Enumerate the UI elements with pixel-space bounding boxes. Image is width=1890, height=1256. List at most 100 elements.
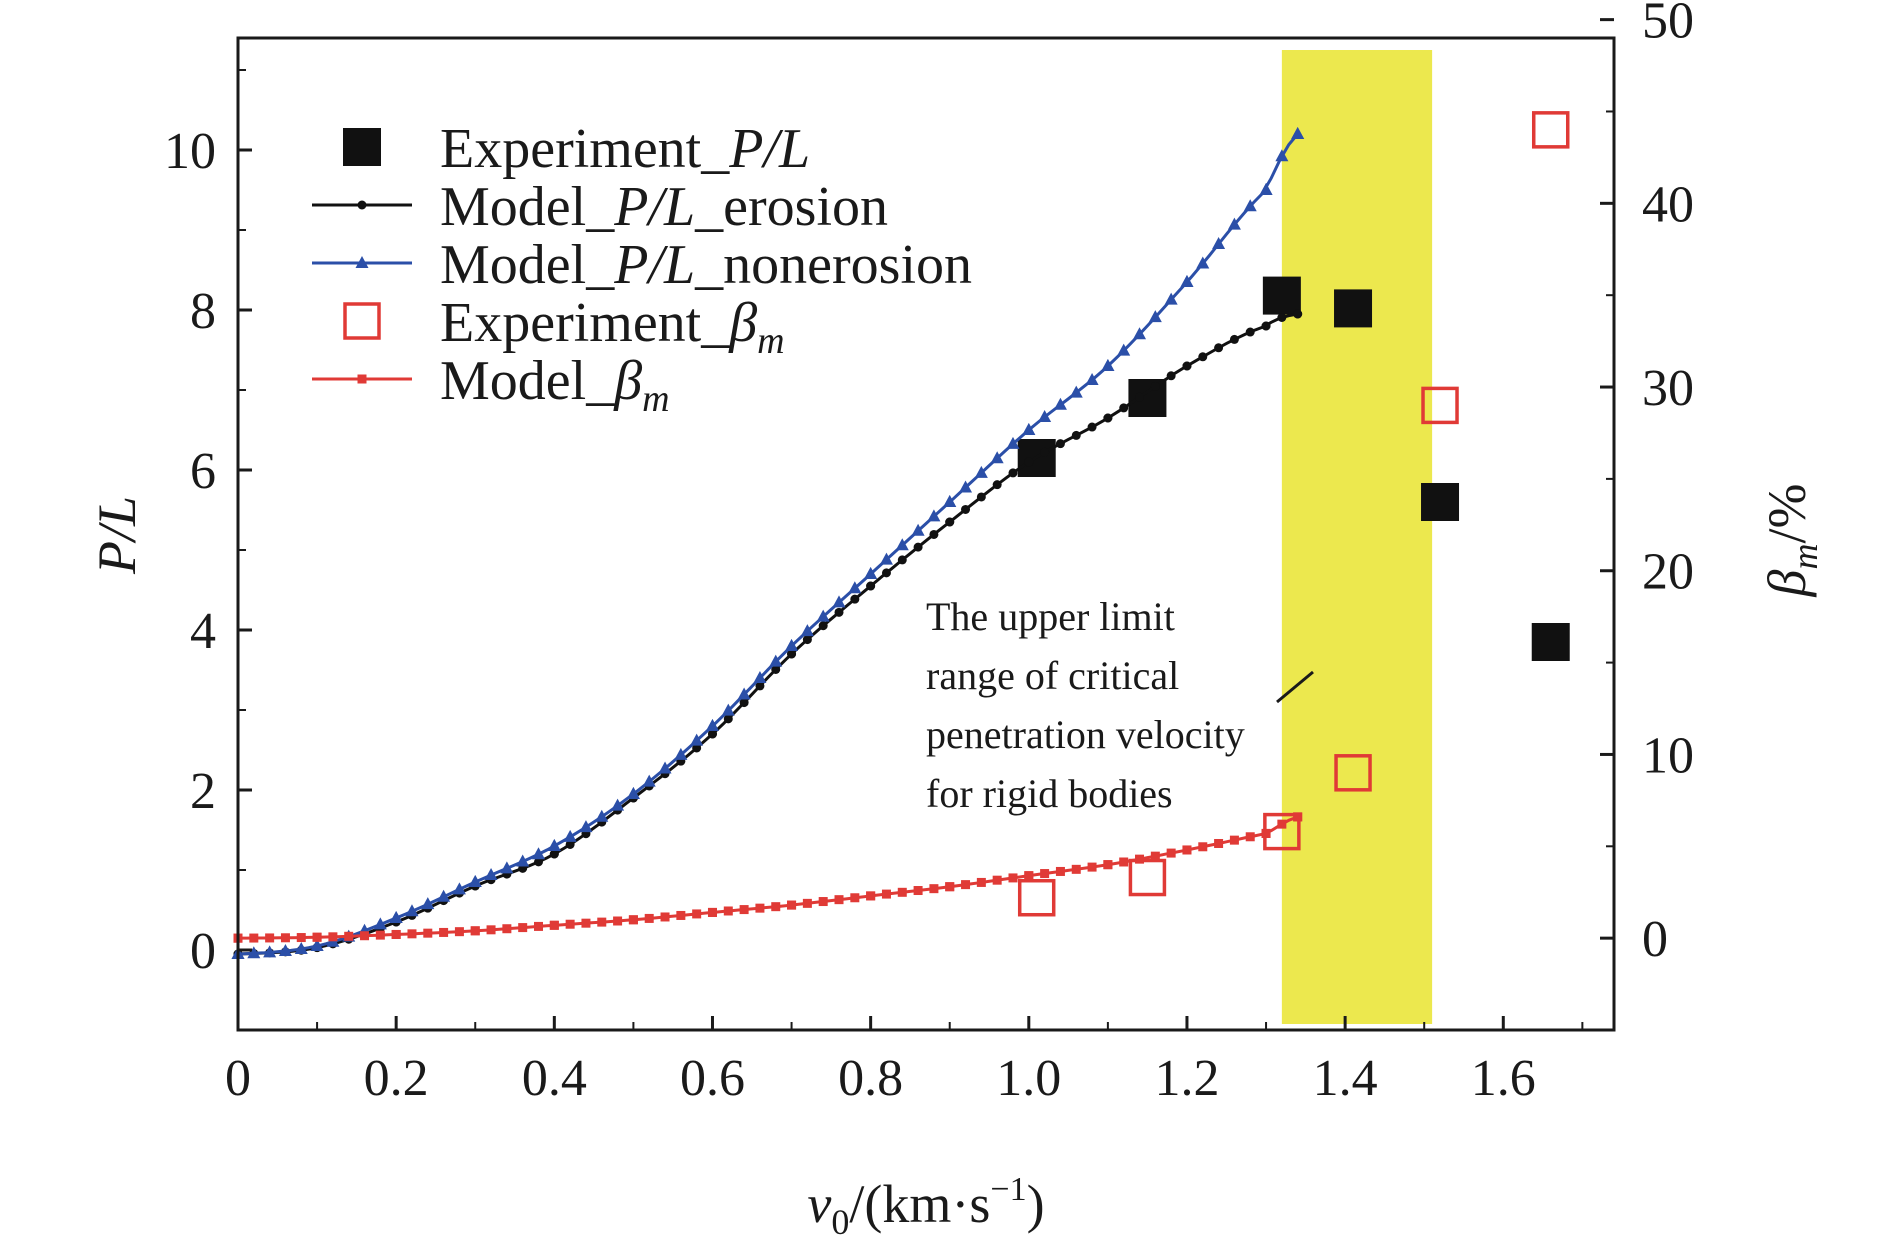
data-point (1229, 835, 1239, 845)
data-point (739, 905, 749, 915)
data-point (1038, 410, 1052, 423)
critical-velocity-band (1281, 50, 1433, 1024)
data-point (1103, 860, 1113, 870)
legend-label: Model_P/L_erosion (440, 176, 888, 238)
data-point (1275, 149, 1289, 162)
data-point (328, 932, 338, 942)
legend-label: Model_P/L_nonerosion (440, 234, 972, 296)
data-point (312, 932, 322, 942)
y-left-tick-label: 2 (190, 763, 216, 820)
y-right-tick-label: 40 (1642, 176, 1694, 233)
y-left-tick-label: 0 (190, 923, 216, 980)
data-point (692, 743, 702, 753)
data-point (1277, 819, 1287, 829)
data-point (249, 933, 259, 943)
legend-marker (357, 374, 367, 384)
legend-entry: Experiment_P/L (343, 118, 810, 180)
data-point (344, 931, 354, 941)
data-point (785, 639, 799, 651)
legend: Experiment_P/LModel_P/L_erosionModel_P/L… (312, 118, 972, 420)
data-point (818, 897, 828, 907)
data-point (1071, 864, 1081, 874)
x-tick-label: 1.2 (1154, 1050, 1219, 1107)
data-point (787, 649, 797, 659)
data-point (534, 921, 544, 931)
x-tick-label: 1.4 (1313, 1050, 1378, 1107)
annotation-pointer (1276, 670, 1314, 704)
data-point (280, 933, 290, 943)
data-point (897, 887, 907, 897)
data-point (1024, 871, 1034, 881)
data-point (1024, 457, 1034, 467)
data-point (1212, 237, 1226, 250)
data-point (565, 839, 575, 849)
y-right-tick-label: 0 (1642, 911, 1668, 968)
data-point (1150, 381, 1160, 391)
data-point (753, 671, 767, 683)
data-point (1117, 343, 1131, 356)
data-point (296, 933, 306, 943)
data-point (1198, 352, 1208, 362)
annotation-text: penetration velocity (926, 712, 1245, 757)
data-point (692, 909, 702, 919)
data-point (897, 555, 907, 565)
data-point (943, 495, 957, 507)
y-left-tick-label: 4 (190, 603, 216, 660)
data-point (1053, 397, 1067, 410)
data-point (913, 886, 923, 896)
data-point (1055, 439, 1065, 449)
data-point (1166, 848, 1176, 858)
data-point (516, 854, 530, 867)
series-Experiment_βm (1017, 111, 1570, 917)
data-point (721, 703, 735, 716)
data-point (1069, 385, 1083, 398)
data-point (1087, 862, 1097, 872)
data-point (1214, 343, 1224, 353)
series-layer (231, 111, 1570, 959)
data-point (1262, 276, 1301, 315)
data-point (929, 529, 939, 539)
data-point (787, 900, 797, 910)
data-point (961, 880, 971, 890)
data-point (755, 681, 765, 691)
data-point (1245, 832, 1255, 842)
legend-marker (355, 256, 369, 268)
data-point (1421, 386, 1459, 425)
series-Experiment_P/L (1017, 276, 1570, 661)
data-point (1334, 754, 1372, 792)
data-point (1214, 838, 1224, 848)
data-point (832, 595, 846, 608)
data-point (1071, 430, 1081, 440)
x-axis-label: v0/(km·s−1) (807, 1171, 1044, 1242)
data-point (360, 931, 370, 941)
data-point (486, 925, 496, 935)
data-point (1531, 623, 1570, 661)
data-point (1277, 313, 1287, 322)
data-point (1180, 275, 1194, 287)
data-point (1085, 372, 1099, 385)
data-point (626, 787, 640, 799)
y-left-axis-label: P/L (87, 496, 147, 575)
data-point (660, 912, 670, 922)
data-point (834, 607, 844, 617)
legend-entry: Model_P/L_erosion (312, 176, 888, 238)
y-left-tick-label: 8 (190, 283, 216, 340)
data-point (1421, 483, 1460, 521)
data-point (581, 918, 591, 928)
y-right-tick-label: 10 (1642, 727, 1694, 784)
data-point (1133, 327, 1147, 340)
data-point (439, 927, 449, 937)
annotation-text: for rigid bodies (926, 771, 1173, 816)
data-point (929, 884, 939, 894)
data-point (990, 451, 1004, 464)
data-point (1245, 327, 1255, 337)
shaded-region-layer (1281, 50, 1433, 1024)
legend-label: Experiment_P/L (440, 118, 810, 180)
x-tick-label: 1.6 (1471, 1050, 1536, 1107)
data-point (1166, 371, 1176, 381)
data-point (771, 664, 781, 674)
x-tick-label: 0.8 (838, 1050, 903, 1107)
data-point (802, 898, 812, 908)
data-point (895, 538, 909, 551)
